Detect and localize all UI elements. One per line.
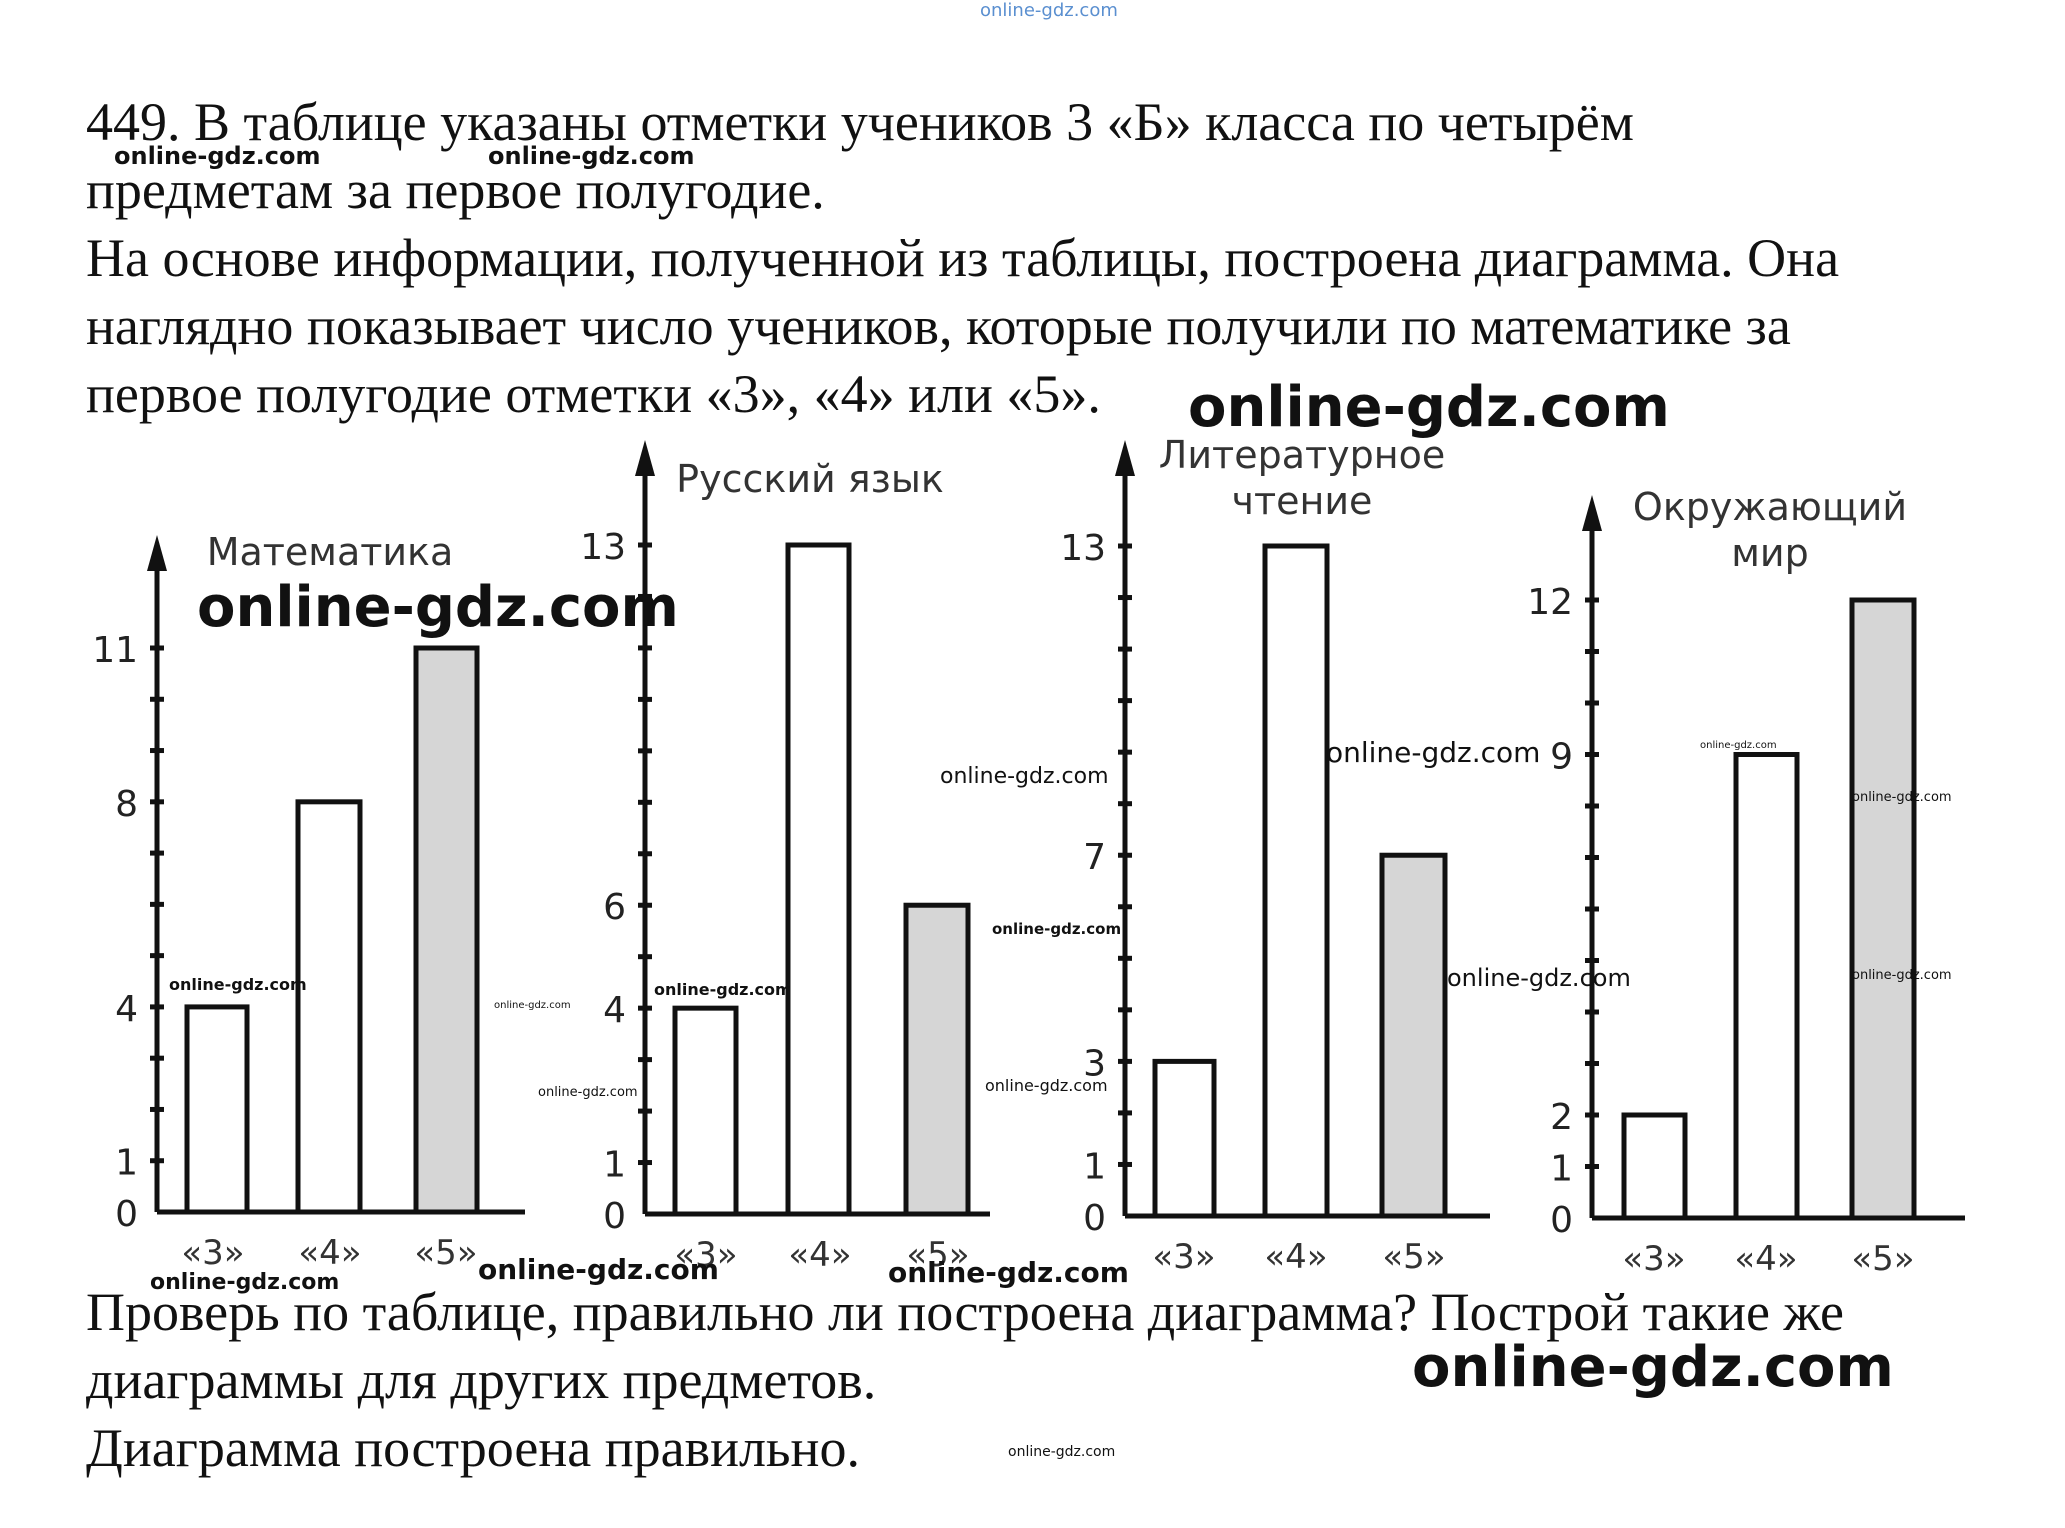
problem-statement: 449. В таблице указаны отметки учеников … — [86, 88, 2036, 428]
intro-line: На основе информации, полученной из табл… — [86, 228, 1840, 288]
bar — [672, 1005, 739, 1217]
y-tick-label: 3 — [1083, 1043, 1106, 1084]
watermark: online-gdz.com — [1852, 968, 1952, 983]
watermark: online-gdz.com — [654, 980, 792, 999]
y-axis-arrow-icon — [1582, 495, 1602, 531]
y-tick-label: 1 — [1083, 1146, 1106, 1187]
y-tick-label: 9 — [1550, 737, 1573, 778]
watermark: online-gdz.com — [150, 1270, 340, 1295]
watermark: online-gdz.com — [1008, 1444, 1116, 1460]
y-tick-label: 8 — [115, 784, 138, 825]
watermark: online-gdz.com — [197, 575, 679, 640]
watermark: online-gdz.com — [888, 1256, 1129, 1289]
y-tick-label: 0 — [1083, 1198, 1106, 1239]
outro-line: Проверь по таблице, правильно ли построе… — [86, 1282, 1845, 1342]
intro-line: первое полугодие отметки «3», «4» или «5… — [86, 364, 1101, 424]
y-tick-label: 4 — [603, 990, 626, 1031]
y-axis-arrow-icon — [1115, 440, 1135, 476]
category-label: «4» — [788, 1235, 851, 1275]
y-tick-label: 0 — [115, 1194, 138, 1235]
watermark: online-gdz.com — [992, 920, 1122, 938]
bar — [1849, 597, 1917, 1221]
y-tick-label: 7 — [1083, 837, 1106, 878]
bar — [785, 542, 852, 1217]
intro-line: предметам за первое полугодие. — [86, 160, 825, 220]
bar — [1621, 1112, 1688, 1221]
intro-line: 449. В таблице указаны отметки учеников … — [86, 92, 1634, 152]
category-label: «4» — [1264, 1237, 1327, 1277]
bar — [1262, 543, 1330, 1219]
y-tick-label: 1 — [1550, 1149, 1573, 1190]
bar — [1379, 852, 1448, 1219]
watermark: online-gdz.com — [478, 1253, 719, 1286]
y-tick-label: 0 — [1550, 1200, 1573, 1241]
category-label: «4» — [1734, 1239, 1797, 1279]
category-label: «3» — [181, 1233, 244, 1273]
y-tick-label: 0 — [603, 1196, 626, 1237]
chart-title: Математика — [207, 530, 454, 574]
category-label: «3» — [1152, 1237, 1215, 1277]
bar — [1152, 1058, 1217, 1219]
category-label: «3» — [1622, 1239, 1685, 1279]
y-tick-label: 11 — [92, 630, 138, 671]
y-tick-label: 13 — [580, 527, 626, 568]
watermark: online-gdz.com — [114, 142, 321, 170]
y-tick-label: 4 — [115, 989, 138, 1030]
watermark: online-gdz.com — [1188, 375, 1670, 440]
y-tick-label: 1 — [115, 1143, 138, 1184]
y-tick-label: 6 — [603, 887, 626, 928]
watermark: online-gdz.com — [1447, 964, 1631, 992]
category-label: «3» — [674, 1235, 737, 1275]
outro-line: диаграммы для других предметов. — [86, 1350, 877, 1410]
watermark: online-gdz.com — [169, 975, 307, 994]
watermark: online-gdz.com — [940, 764, 1109, 789]
category-label: «4» — [298, 1233, 361, 1273]
outro-line: Диаграмма построена правильно. — [86, 1418, 860, 1478]
chart-title: Русский язык — [676, 457, 944, 501]
chart-title: Литературное — [1159, 433, 1445, 477]
y-axis-arrow-icon — [635, 440, 655, 476]
category-label: «5» — [1382, 1237, 1445, 1277]
chart-title: Окружающий — [1633, 485, 1907, 529]
watermark: online-gdz.com — [1412, 1335, 1894, 1400]
bar — [413, 645, 480, 1215]
watermark: online-gdz.com — [494, 1000, 571, 1011]
watermark: online-gdz.com — [538, 1085, 638, 1100]
answer-text: Проверь по таблице, правильно ли построе… — [86, 1278, 2036, 1482]
watermark: online-gdz.com — [1852, 790, 1952, 805]
chart-title: чтение — [1232, 479, 1373, 523]
y-tick-label: 1 — [603, 1145, 626, 1186]
y-tick-label: 12 — [1527, 582, 1573, 623]
header-watermark: online-gdz.com — [980, 0, 1118, 21]
y-tick-label: 13 — [1060, 528, 1106, 569]
category-label: «5» — [1851, 1239, 1914, 1279]
watermark: online-gdz.com — [1326, 736, 1541, 769]
watermark: online-gdz.com — [488, 142, 695, 170]
chart-title: мир — [1731, 531, 1808, 575]
intro-line: наглядно показывает число учеников, кото… — [86, 296, 1791, 356]
bar — [295, 799, 363, 1215]
bar — [1733, 752, 1800, 1221]
bar — [184, 1004, 250, 1215]
watermark: online-gdz.com — [1700, 740, 1777, 751]
y-tick-label: 2 — [1550, 1097, 1573, 1138]
y-axis-arrow-icon — [147, 535, 167, 571]
category-label: «5» — [906, 1235, 969, 1275]
category-label: «5» — [414, 1233, 477, 1273]
watermark: online-gdz.com — [985, 1076, 1108, 1095]
bar — [903, 902, 971, 1217]
